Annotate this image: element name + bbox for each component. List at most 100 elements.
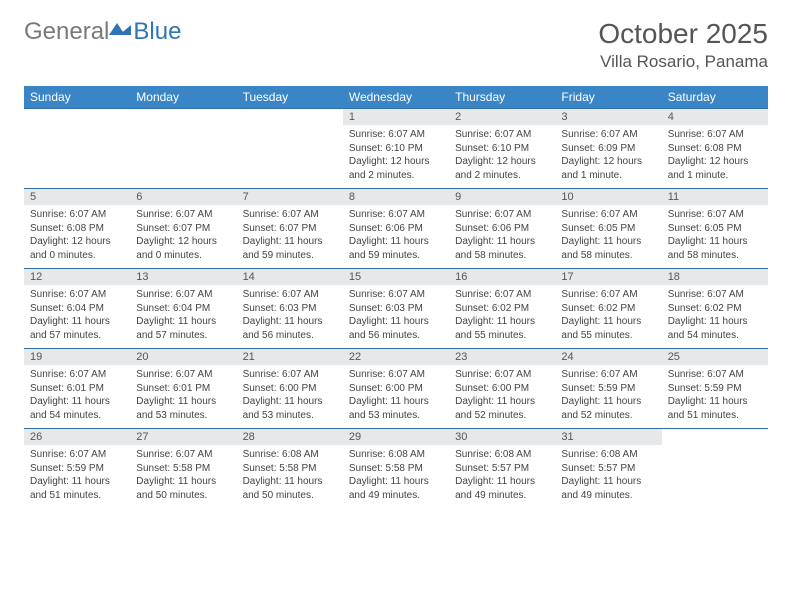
sunset-text: Sunset: 6:01 PM [136,382,230,396]
day-number: 30 [449,429,555,445]
day-number: 7 [237,189,343,205]
day-number: 22 [343,349,449,365]
sunrise-text: Sunrise: 6:07 AM [243,208,337,222]
sunset-text: Sunset: 6:07 PM [136,222,230,236]
calendar-week-row: 26Sunrise: 6:07 AMSunset: 5:59 PMDayligh… [24,429,768,509]
daylight-text: Daylight: 11 hours and 57 minutes. [136,315,230,342]
calendar-day-cell: 1Sunrise: 6:07 AMSunset: 6:10 PMDaylight… [343,109,449,189]
day-number: 20 [130,349,236,365]
day-body: Sunrise: 6:07 AMSunset: 6:09 PMDaylight:… [555,125,661,188]
sunset-text: Sunset: 5:58 PM [349,462,443,476]
weekday-header: Thursday [449,86,555,109]
sunrise-text: Sunrise: 6:07 AM [668,288,762,302]
day-body: Sunrise: 6:07 AMSunset: 6:01 PMDaylight:… [130,365,236,428]
daylight-text: Daylight: 11 hours and 52 minutes. [561,395,655,422]
sunset-text: Sunset: 6:00 PM [455,382,549,396]
daylight-text: Daylight: 11 hours and 56 minutes. [349,315,443,342]
day-body: Sunrise: 6:08 AMSunset: 5:58 PMDaylight:… [343,445,449,508]
sunrise-text: Sunrise: 6:07 AM [349,368,443,382]
calendar-day-cell: 18Sunrise: 6:07 AMSunset: 6:02 PMDayligh… [662,269,768,349]
day-number [662,429,768,433]
daylight-text: Daylight: 12 hours and 2 minutes. [349,155,443,182]
calendar-week-row: 12Sunrise: 6:07 AMSunset: 6:04 PMDayligh… [24,269,768,349]
day-number: 21 [237,349,343,365]
daylight-text: Daylight: 11 hours and 51 minutes. [668,395,762,422]
day-body: Sunrise: 6:07 AMSunset: 6:05 PMDaylight:… [555,205,661,268]
sunrise-text: Sunrise: 6:07 AM [136,208,230,222]
calendar-week-row: 1Sunrise: 6:07 AMSunset: 6:10 PMDaylight… [24,109,768,189]
sunset-text: Sunset: 6:05 PM [561,222,655,236]
day-number: 10 [555,189,661,205]
sunrise-text: Sunrise: 6:07 AM [561,208,655,222]
sunrise-text: Sunrise: 6:08 AM [349,448,443,462]
day-number: 1 [343,109,449,125]
sunset-text: Sunset: 6:10 PM [349,142,443,156]
sunset-text: Sunset: 6:04 PM [30,302,124,316]
calendar-day-cell: 12Sunrise: 6:07 AMSunset: 6:04 PMDayligh… [24,269,130,349]
day-body: Sunrise: 6:07 AMSunset: 6:01 PMDaylight:… [24,365,130,428]
daylight-text: Daylight: 11 hours and 50 minutes. [243,475,337,502]
sunrise-text: Sunrise: 6:07 AM [30,288,124,302]
day-body: Sunrise: 6:07 AMSunset: 6:03 PMDaylight:… [237,285,343,348]
weekday-header: Wednesday [343,86,449,109]
sunset-text: Sunset: 5:58 PM [243,462,337,476]
logo: General Blue [24,18,181,46]
sunrise-text: Sunrise: 6:07 AM [561,368,655,382]
day-body: Sunrise: 6:07 AMSunset: 6:07 PMDaylight:… [237,205,343,268]
day-body: Sunrise: 6:07 AMSunset: 6:02 PMDaylight:… [555,285,661,348]
sunrise-text: Sunrise: 6:07 AM [455,128,549,142]
sunrise-text: Sunrise: 6:07 AM [561,288,655,302]
day-body: Sunrise: 6:07 AMSunset: 6:06 PMDaylight:… [343,205,449,268]
day-number: 28 [237,429,343,445]
calendar-day-cell: 16Sunrise: 6:07 AMSunset: 6:02 PMDayligh… [449,269,555,349]
sunset-text: Sunset: 6:00 PM [349,382,443,396]
sunrise-text: Sunrise: 6:07 AM [30,368,124,382]
daylight-text: Daylight: 11 hours and 54 minutes. [30,395,124,422]
calendar-day-cell: 26Sunrise: 6:07 AMSunset: 5:59 PMDayligh… [24,429,130,509]
calendar-day-cell: 29Sunrise: 6:08 AMSunset: 5:58 PMDayligh… [343,429,449,509]
daylight-text: Daylight: 11 hours and 55 minutes. [561,315,655,342]
day-body: Sunrise: 6:07 AMSunset: 6:00 PMDaylight:… [343,365,449,428]
sunrise-text: Sunrise: 6:07 AM [349,208,443,222]
day-body: Sunrise: 6:07 AMSunset: 6:07 PMDaylight:… [130,205,236,268]
day-body: Sunrise: 6:07 AMSunset: 6:02 PMDaylight:… [449,285,555,348]
daylight-text: Daylight: 11 hours and 50 minutes. [136,475,230,502]
day-number: 2 [449,109,555,125]
title-block: October 2025 Villa Rosario, Panama [598,18,768,72]
day-body: Sunrise: 6:08 AMSunset: 5:57 PMDaylight:… [449,445,555,508]
day-body: Sunrise: 6:07 AMSunset: 6:10 PMDaylight:… [449,125,555,188]
daylight-text: Daylight: 11 hours and 55 minutes. [455,315,549,342]
sunset-text: Sunset: 5:58 PM [136,462,230,476]
day-number: 31 [555,429,661,445]
calendar-day-cell: 20Sunrise: 6:07 AMSunset: 6:01 PMDayligh… [130,349,236,429]
daylight-text: Daylight: 12 hours and 2 minutes. [455,155,549,182]
calendar-body: 1Sunrise: 6:07 AMSunset: 6:10 PMDaylight… [24,109,768,509]
calendar-day-cell: 6Sunrise: 6:07 AMSunset: 6:07 PMDaylight… [130,189,236,269]
weekday-header-row: Sunday Monday Tuesday Wednesday Thursday… [24,86,768,109]
day-number: 29 [343,429,449,445]
calendar-week-row: 19Sunrise: 6:07 AMSunset: 6:01 PMDayligh… [24,349,768,429]
sunset-text: Sunset: 6:09 PM [561,142,655,156]
sunrise-text: Sunrise: 6:07 AM [455,208,549,222]
daylight-text: Daylight: 11 hours and 53 minutes. [243,395,337,422]
calendar-day-cell: 7Sunrise: 6:07 AMSunset: 6:07 PMDaylight… [237,189,343,269]
day-number: 19 [24,349,130,365]
sunrise-text: Sunrise: 6:07 AM [349,288,443,302]
calendar-day-cell: 23Sunrise: 6:07 AMSunset: 6:00 PMDayligh… [449,349,555,429]
daylight-text: Daylight: 11 hours and 54 minutes. [668,315,762,342]
daylight-text: Daylight: 11 hours and 58 minutes. [561,235,655,262]
calendar-day-cell: 19Sunrise: 6:07 AMSunset: 6:01 PMDayligh… [24,349,130,429]
sunset-text: Sunset: 5:59 PM [30,462,124,476]
sunset-text: Sunset: 5:57 PM [455,462,549,476]
sunset-text: Sunset: 6:07 PM [243,222,337,236]
day-number: 23 [449,349,555,365]
sunset-text: Sunset: 5:59 PM [561,382,655,396]
day-body: Sunrise: 6:07 AMSunset: 6:05 PMDaylight:… [662,205,768,268]
day-number: 17 [555,269,661,285]
sunrise-text: Sunrise: 6:07 AM [136,288,230,302]
day-number: 26 [24,429,130,445]
calendar-day-cell: 13Sunrise: 6:07 AMSunset: 6:04 PMDayligh… [130,269,236,349]
day-body: Sunrise: 6:07 AMSunset: 5:59 PMDaylight:… [555,365,661,428]
daylight-text: Daylight: 11 hours and 58 minutes. [668,235,762,262]
weekday-header: Tuesday [237,86,343,109]
